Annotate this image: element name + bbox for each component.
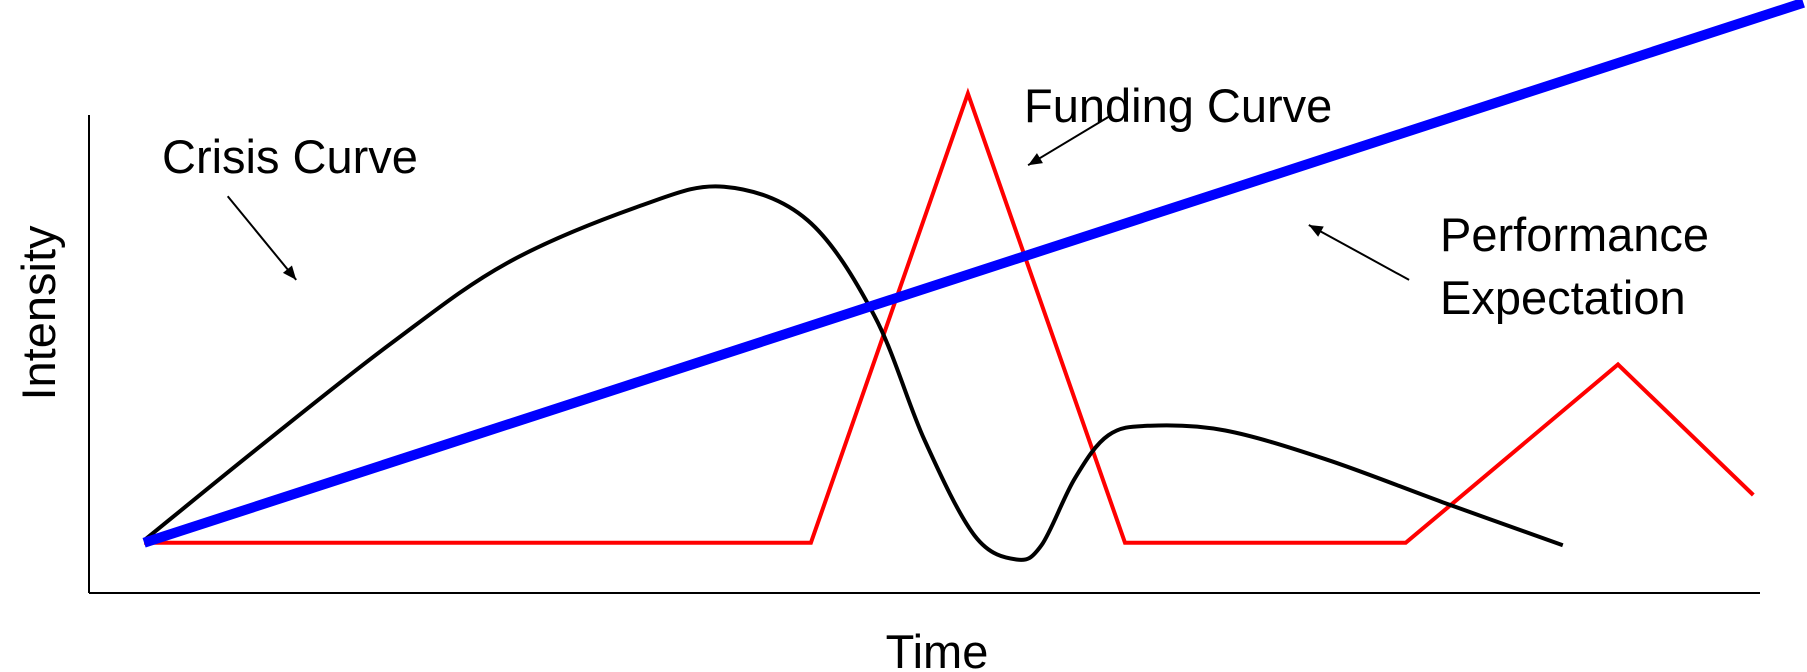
series-line-funding-curve [144, 87, 1755, 545]
annotation-funding-label: Funding Curve [1024, 79, 1332, 132]
series-line-performance-expectation [142, 0, 1805, 548]
axes [88, 115, 1760, 594]
x-axis-label: Time [886, 625, 989, 672]
series-layer [142, 0, 1805, 562]
y-axis-label: Intensity [12, 225, 65, 401]
annotation-layer: Crisis Curve Funding Curve Performance E… [162, 79, 1709, 324]
annotation-crisis-arrow [226, 195, 297, 281]
annotation-performance-label-line1: Performance [1440, 208, 1709, 261]
annotation-performance-label-line2: Expectation [1440, 271, 1686, 324]
series-line-crisis-curve [142, 184, 1564, 562]
annotation-funding-arrow [1027, 114, 1113, 167]
annotation-performance-arrow [1308, 224, 1410, 281]
annotation-crisis-label: Crisis Curve [162, 130, 418, 183]
